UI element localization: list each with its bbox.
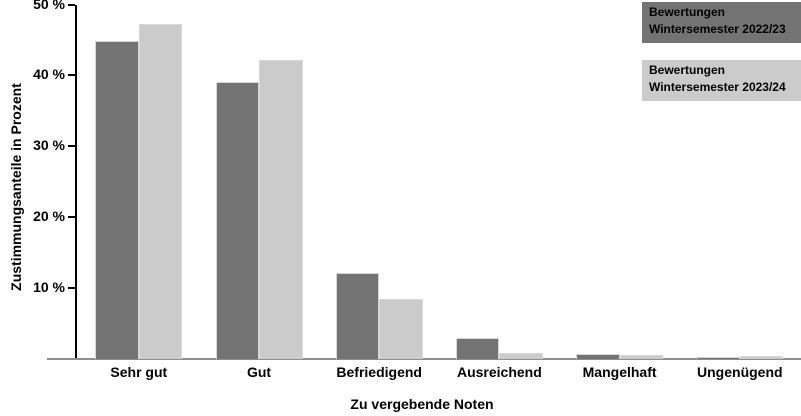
bar-ungen-gend-s0 <box>696 356 740 359</box>
y-tick-label: 20 % <box>33 208 65 225</box>
x-axis-line <box>47 358 801 360</box>
legend-label: Wintersemester 2023/24 <box>649 80 786 95</box>
x-tick-label: Ungenügend <box>697 364 783 380</box>
bar-sehr-gut-s1 <box>138 23 183 359</box>
bar-ausreichend-s0 <box>455 338 500 359</box>
y-tick-mark <box>68 145 75 148</box>
legend-item-ws-2022-23: Bewertungen Wintersemester 2022/23 <box>642 2 801 43</box>
legend-label: Bewertungen <box>649 5 726 19</box>
y-tick-label: 10 % <box>33 279 65 296</box>
y-tick-label: 50 % <box>33 0 65 12</box>
y-tick-mark <box>68 3 75 6</box>
bar-mangelhaft-s0 <box>576 354 620 359</box>
y-axis-title: Zustimmungsanteile in Prozent <box>8 83 24 291</box>
x-tick-label: Befriedigend <box>336 364 422 380</box>
bar-ungen-gend-s1 <box>739 356 784 359</box>
legend: Bewertungen Wintersemester 2022/23 Bewer… <box>642 2 801 118</box>
y-tick-mark <box>68 74 75 77</box>
y-axis-line <box>75 4 77 359</box>
x-tick-label: Sehr gut <box>110 364 168 380</box>
y-tick-label: 30 % <box>33 137 65 154</box>
legend-label: Wintersemester 2022/23 <box>649 22 786 37</box>
legend-item-ws-2023-24: Bewertungen Wintersemester 2023/24 <box>642 59 801 101</box>
bar-mangelhaft-s1 <box>619 355 664 359</box>
bar-ausreichend-s1 <box>499 353 543 359</box>
x-tick-label: Gut <box>246 364 272 380</box>
bar-befriedigend-s1 <box>379 298 423 359</box>
x-tick-label: Mangelhaft <box>582 364 657 380</box>
x-axis-title: Zu vergebende Noten <box>350 396 494 412</box>
bar-gut-s0 <box>215 82 259 359</box>
bar-gut-s1 <box>259 59 303 359</box>
y-tick-label: 40 % <box>33 66 65 83</box>
x-tick-label: Ausreichend <box>456 364 542 380</box>
legend-label: Bewertungen <box>649 62 726 77</box>
bar-befriedigend-s0 <box>335 273 380 359</box>
y-tick-mark <box>68 287 75 290</box>
y-tick-mark <box>68 216 75 219</box>
bar-sehr-gut-s0 <box>95 41 139 359</box>
